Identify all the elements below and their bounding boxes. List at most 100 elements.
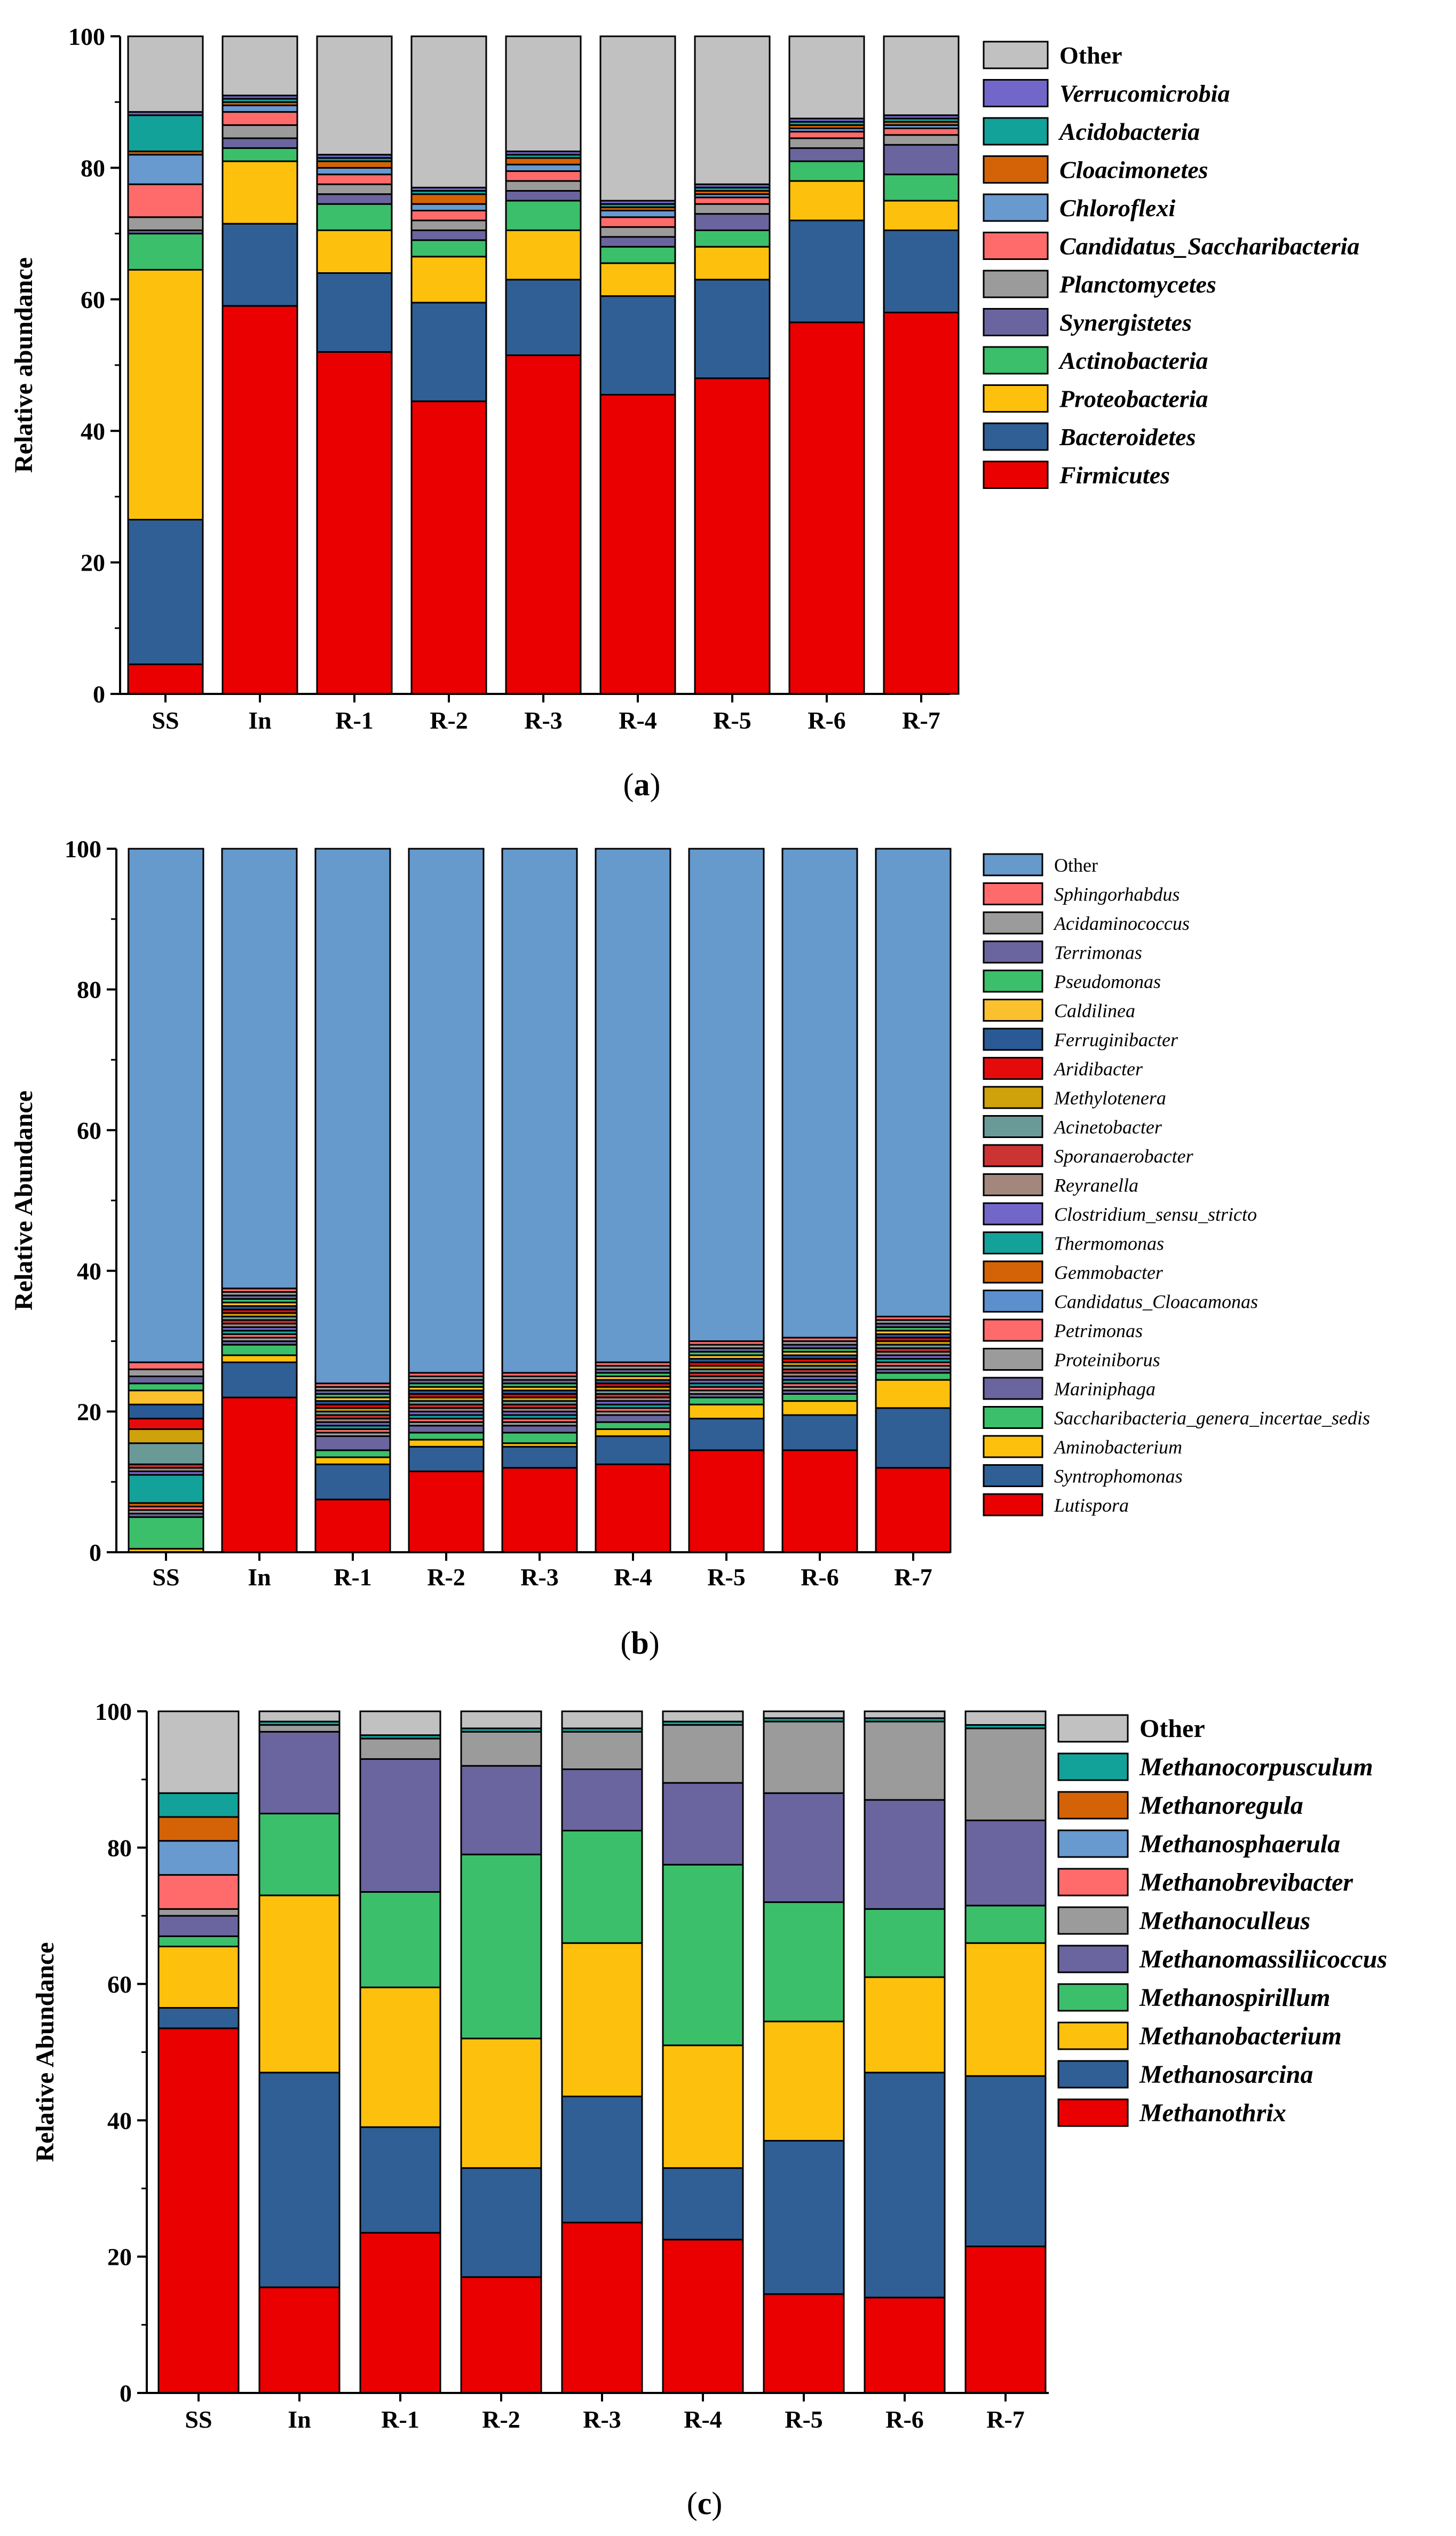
bar-segment xyxy=(694,279,771,380)
y-tick-label: 100 xyxy=(68,23,105,50)
legend-swatch xyxy=(983,1115,1043,1138)
legend-swatch xyxy=(983,1202,1043,1226)
bar-segment xyxy=(781,1393,858,1402)
bar-segment xyxy=(964,1905,1047,1944)
bar-segment xyxy=(408,1470,485,1553)
y-tick-label: 100 xyxy=(95,1698,132,1725)
bar-segment xyxy=(763,1901,845,2023)
legend-label: Caldilinea xyxy=(1054,1000,1135,1021)
x-tick-label: R-7 xyxy=(986,2406,1025,2433)
bar-segment xyxy=(662,2044,744,2169)
bar-segment xyxy=(883,134,960,146)
bar-segment xyxy=(688,1418,765,1451)
bar-segment xyxy=(864,1908,946,1978)
bar-segment xyxy=(316,167,393,176)
bar-segment xyxy=(964,1727,1047,1821)
bar-segment xyxy=(460,1853,542,2040)
bar-segment xyxy=(410,35,487,188)
y-tick-label: 60 xyxy=(81,286,105,313)
bar-segment xyxy=(501,848,578,1374)
legend-swatch xyxy=(1057,1945,1129,1973)
legend-swatch xyxy=(1057,1983,1129,2012)
bar-segment xyxy=(505,157,582,165)
legend-label: Proteiniborus xyxy=(1054,1349,1160,1370)
bar-segment xyxy=(221,1396,298,1553)
bar-segment xyxy=(316,173,393,185)
legend-label: Methanoregula xyxy=(1139,1791,1303,1820)
legend-swatch xyxy=(983,232,1049,260)
bar-segment xyxy=(875,1379,952,1409)
x-tick-label: R-3 xyxy=(520,1563,559,1591)
bar-segment xyxy=(258,1813,341,1897)
y-tick-label: 40 xyxy=(77,1258,101,1285)
bar-segment xyxy=(788,131,865,139)
x-tick-label: R-5 xyxy=(707,1563,746,1591)
bar-segment xyxy=(864,1976,946,2074)
bar-segment xyxy=(964,1819,1047,1907)
legend-swatch xyxy=(983,1290,1043,1313)
bar-segment xyxy=(781,1400,858,1416)
x-tick-label: R-2 xyxy=(482,2406,520,2433)
bar-segment xyxy=(408,1425,485,1434)
legend-label: Sporanaerobacter xyxy=(1054,1145,1194,1167)
bars xyxy=(157,1710,1047,2394)
bar-segment xyxy=(314,1435,391,1451)
bar-segment xyxy=(864,1710,946,1719)
bar-segment xyxy=(595,1421,671,1430)
bar-segment xyxy=(314,1498,391,1553)
bar-segment xyxy=(688,848,765,1342)
bar-segment xyxy=(221,137,298,149)
legend-swatch xyxy=(983,270,1049,298)
bar-segment xyxy=(221,111,298,126)
legend-swatch xyxy=(983,941,1043,963)
bar-segment xyxy=(408,848,485,1374)
bar-segment xyxy=(460,1765,542,1855)
x-tick-label: R-4 xyxy=(684,2406,722,2433)
bar-segment xyxy=(127,663,204,695)
bar-segment xyxy=(157,2006,240,2029)
legend-swatch xyxy=(983,1173,1043,1196)
bar-segment xyxy=(316,183,393,195)
bar-segment xyxy=(258,2072,341,2288)
y-tick-label: 0 xyxy=(89,1539,101,1566)
legend-swatch xyxy=(983,1028,1043,1051)
bar-segment xyxy=(316,193,393,205)
legend-swatch xyxy=(1057,2060,1129,2089)
bar-segment xyxy=(127,183,204,218)
bar-segment xyxy=(501,1425,578,1434)
legend-label: Acidaminococcus xyxy=(1053,913,1190,934)
bar-segment xyxy=(662,2239,744,2394)
bar-segment xyxy=(127,114,204,153)
bar-segment xyxy=(662,1863,744,2047)
y-tick-label: 80 xyxy=(77,976,101,1004)
legend-swatch xyxy=(983,1144,1043,1167)
legend-swatch xyxy=(983,969,1043,993)
bar-segment xyxy=(694,229,771,248)
bar-segment xyxy=(599,226,676,238)
x-tick-label: SS xyxy=(185,2406,212,2433)
bar-segment xyxy=(694,246,771,281)
legend-swatch xyxy=(983,384,1049,413)
bar-segment xyxy=(599,393,676,695)
bar-segment xyxy=(221,35,298,97)
x-tick-label: R-2 xyxy=(430,707,468,734)
bar-segment xyxy=(505,200,582,231)
bar-segment xyxy=(561,1731,643,1771)
bar-segment xyxy=(662,1782,744,1866)
bar-segment xyxy=(410,209,487,222)
x-tick-label: R-4 xyxy=(619,707,657,734)
legend-swatch xyxy=(1057,1714,1129,1743)
x-tick-label: SS xyxy=(152,707,179,734)
y-tick-label: 60 xyxy=(107,1971,132,1998)
bar-segment xyxy=(688,1449,765,1553)
bar-segment xyxy=(599,246,676,264)
legend-label: Proteobacteria xyxy=(1059,385,1208,413)
legend-label: Acinetobacter xyxy=(1053,1116,1162,1137)
legend-swatch xyxy=(983,853,1043,876)
bar-segment xyxy=(408,1439,485,1448)
y-tick-label: 0 xyxy=(93,681,105,708)
legend-swatch xyxy=(1057,1906,1129,1935)
bar-segment xyxy=(599,262,676,297)
bar-segment xyxy=(864,2072,946,2298)
